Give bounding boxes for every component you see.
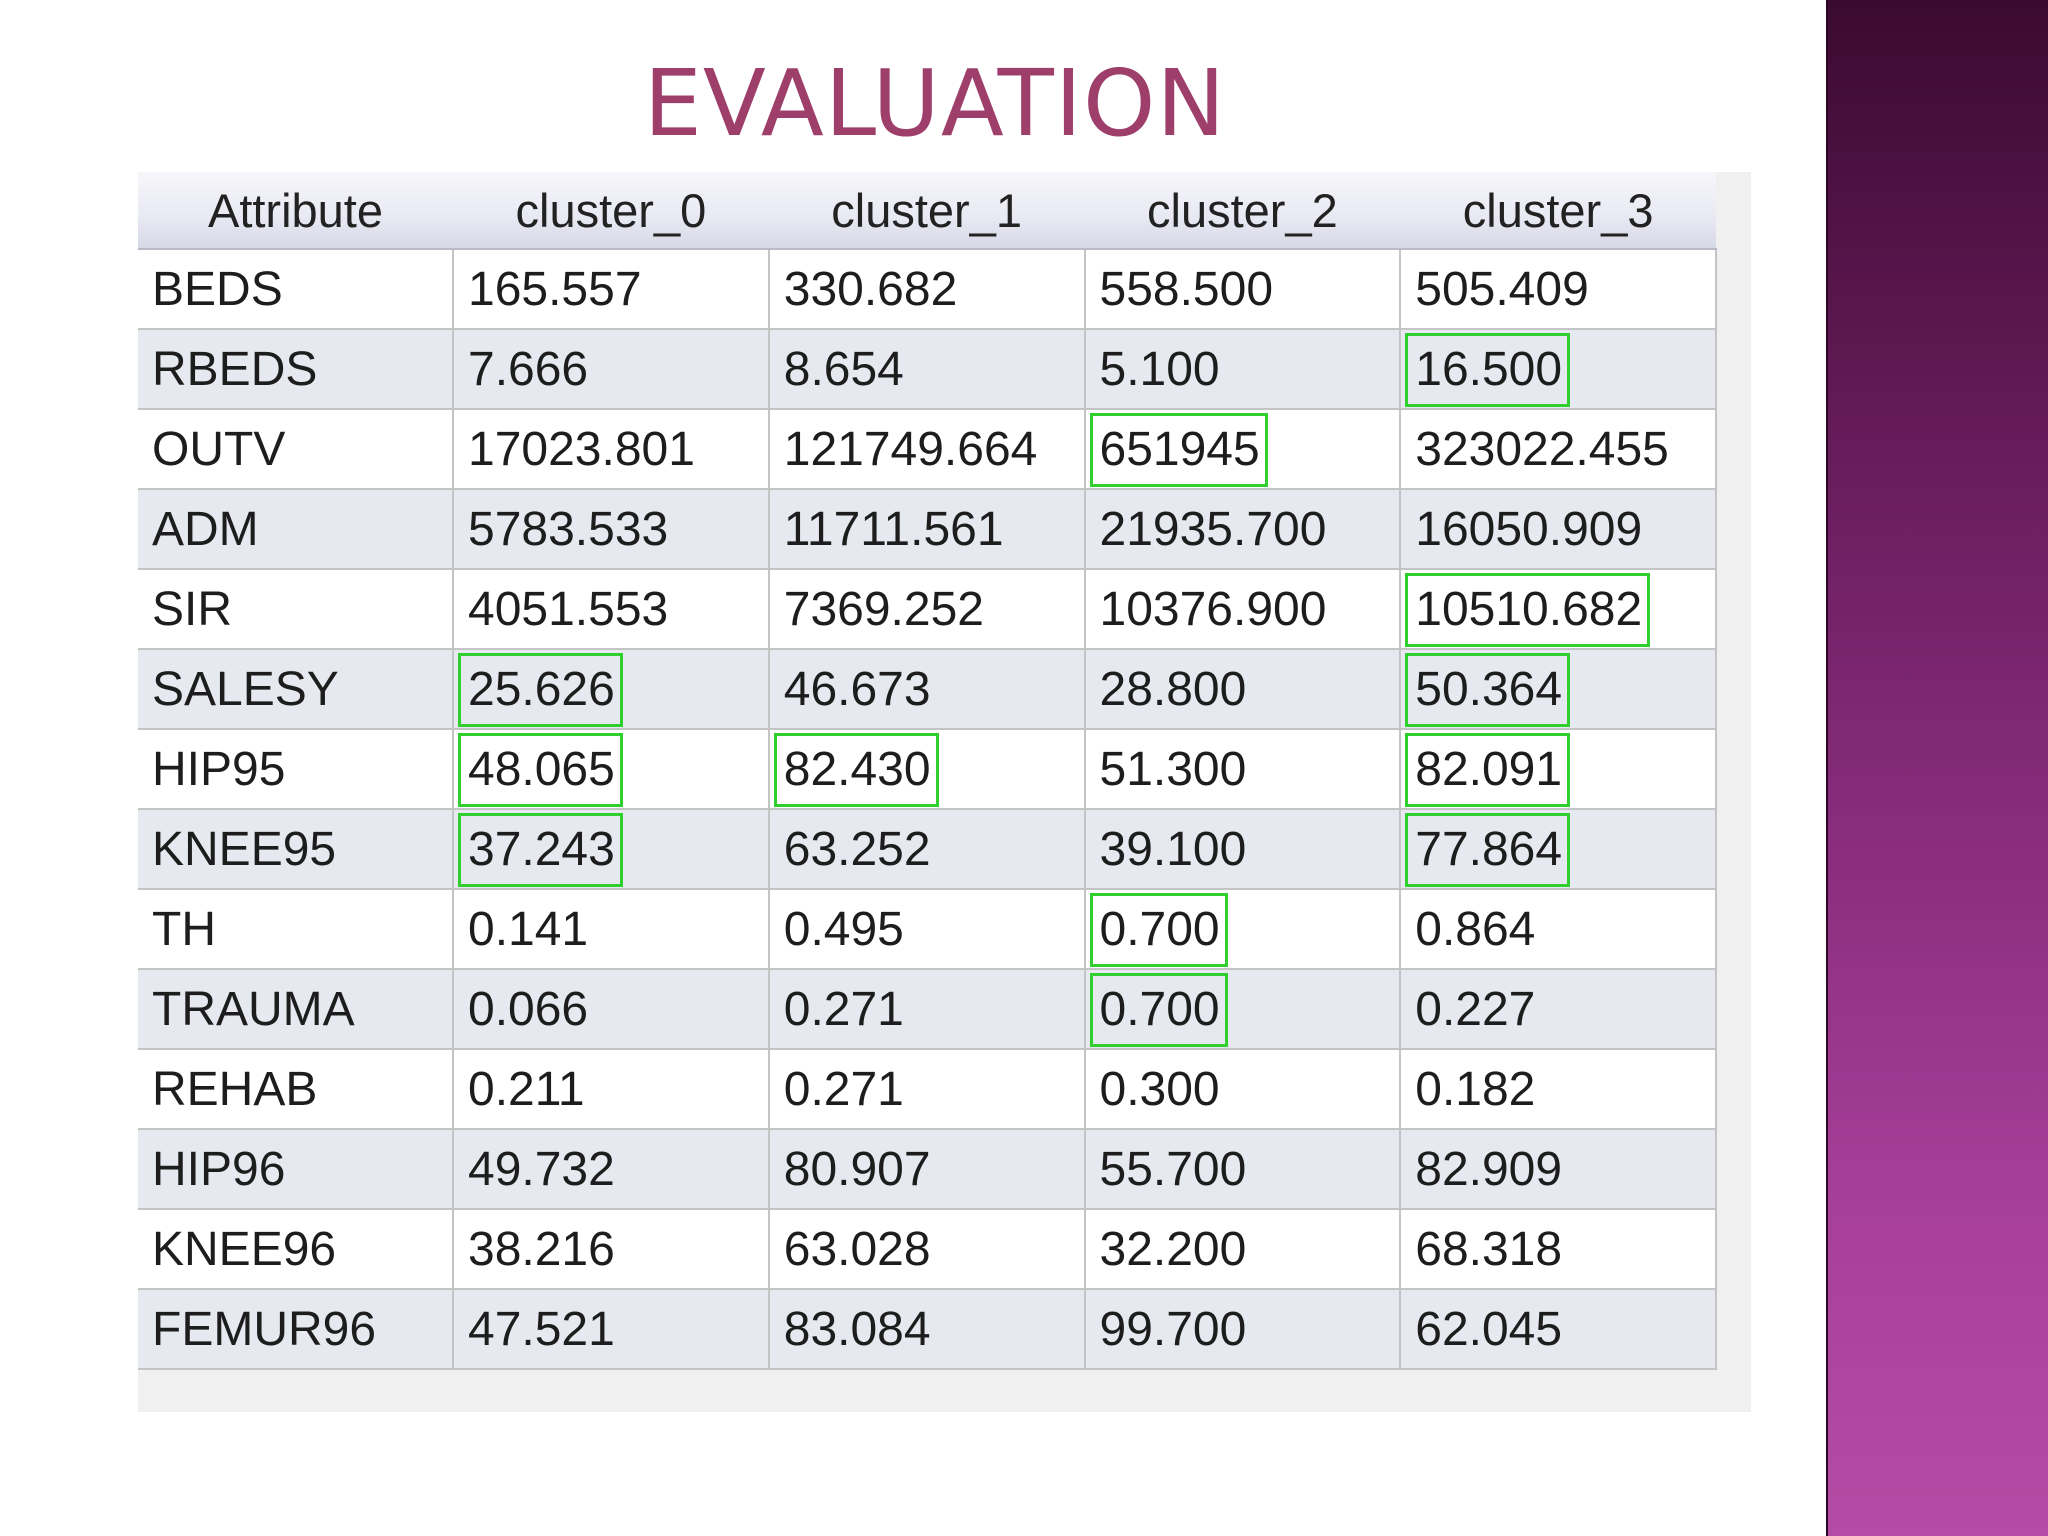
cluster-value-cell: 63.028 bbox=[768, 1209, 1086, 1290]
cluster-value-cell: 0.495 bbox=[768, 889, 1086, 970]
table-body: BEDS 165.557 330.682 558.500 505.409 RBEDS 7.6… bbox=[138, 249, 1717, 1370]
cluster-value-cell: 0.271 bbox=[768, 1049, 1086, 1130]
column-header-attribute: Attribute bbox=[138, 172, 453, 250]
cluster-value-cell: 0.271 bbox=[768, 969, 1086, 1050]
table-row: SALESY 25.626 46.673 28.800 50.364 bbox=[138, 649, 1717, 730]
attribute-name-cell: REHAB bbox=[138, 1049, 454, 1130]
cluster-value-cell: 16050.909 bbox=[1400, 489, 1717, 570]
cluster-value-cell: 7.666 bbox=[453, 329, 770, 410]
cluster-value-cell: 39.100 bbox=[1084, 809, 1402, 890]
cluster-value-cell: 165.557 bbox=[453, 249, 770, 330]
cluster-value-cell: 5783.533 bbox=[453, 489, 770, 570]
cluster-value-cell: 68.318 bbox=[1400, 1209, 1717, 1290]
cluster-value-cell: 50.364 bbox=[1400, 649, 1717, 730]
attribute-name-cell: SIR bbox=[138, 569, 454, 650]
cluster-value-cell: 7369.252 bbox=[768, 569, 1086, 650]
attribute-name-cell: HIP95 bbox=[138, 729, 454, 810]
attribute-name-cell: TH bbox=[138, 889, 454, 970]
table-row: ADM 5783.533 11711.561 21935.700 16050.909 bbox=[138, 489, 1717, 570]
cluster-value-cell: 47.521 bbox=[453, 1289, 770, 1370]
column-header-cluster-1: cluster_1 bbox=[768, 172, 1085, 250]
cluster-value-cell: 0.211 bbox=[453, 1049, 770, 1130]
table-row: TRAUMA 0.066 0.271 0.700 0.227 bbox=[138, 969, 1717, 1050]
cluster-value-cell: 16.500 bbox=[1400, 329, 1717, 410]
attribute-name-cell: BEDS bbox=[138, 249, 454, 330]
cluster-value-cell: 51.300 bbox=[1084, 729, 1402, 810]
cluster-value-cell: 121749.664 bbox=[768, 409, 1086, 490]
cluster-value-cell: 11711.561 bbox=[768, 489, 1086, 570]
table-row: BEDS 165.557 330.682 558.500 505.409 bbox=[138, 249, 1717, 330]
attribute-name-cell: KNEE95 bbox=[138, 809, 454, 890]
cluster-value-cell: 25.626 bbox=[453, 649, 770, 730]
cluster-value-cell: 10376.900 bbox=[1084, 569, 1402, 650]
cluster-value-cell: 37.243 bbox=[453, 809, 770, 890]
cluster-value-cell: 80.907 bbox=[768, 1129, 1086, 1210]
table-row: REHAB 0.211 0.271 0.300 0.182 bbox=[138, 1049, 1717, 1130]
attribute-name-cell: HIP96 bbox=[138, 1129, 454, 1210]
cluster-value-cell: 330.682 bbox=[768, 249, 1086, 330]
cluster-value-cell: 5.100 bbox=[1084, 329, 1402, 410]
cluster-value-cell: 10510.682 bbox=[1400, 569, 1717, 650]
cluster-value-cell: 99.700 bbox=[1084, 1289, 1402, 1370]
cluster-value-cell: 0.066 bbox=[453, 969, 770, 1050]
column-header-cluster-0: cluster_0 bbox=[453, 172, 769, 250]
attribute-name-cell: OUTV bbox=[138, 409, 454, 490]
cluster-value-cell: 4051.553 bbox=[453, 569, 770, 650]
cluster-value-cell: 651945 bbox=[1084, 409, 1402, 490]
cluster-value-cell: 28.800 bbox=[1084, 649, 1402, 730]
table-row: HIP95 48.065 82.430 51.300 82.091 bbox=[138, 729, 1717, 810]
table-header-row: Attribute cluster_0 cluster_1 cluster_2 … bbox=[138, 172, 1716, 250]
cluster-value-cell: 0.227 bbox=[1400, 969, 1717, 1050]
cluster-value-cell: 0.300 bbox=[1084, 1049, 1402, 1130]
cluster-value-cell: 0.700 bbox=[1084, 889, 1402, 970]
cluster-value-cell: 82.091 bbox=[1400, 729, 1717, 810]
table-row: SIR 4051.553 7369.252 10376.900 10510.682 bbox=[138, 569, 1717, 650]
cluster-value-cell: 8.654 bbox=[768, 329, 1086, 410]
table-row: RBEDS 7.666 8.654 5.100 16.500 bbox=[138, 329, 1717, 410]
cluster-value-cell: 62.045 bbox=[1400, 1289, 1717, 1370]
cluster-value-cell: 0.864 bbox=[1400, 889, 1717, 970]
cluster-value-cell: 77.864 bbox=[1400, 809, 1717, 890]
attribute-name-cell: SALESY bbox=[138, 649, 454, 730]
cluster-value-cell: 32.200 bbox=[1084, 1209, 1402, 1290]
slide-title: EVALUATION bbox=[643, 50, 1227, 157]
attribute-name-cell: TRAUMA bbox=[138, 969, 454, 1050]
cluster-value-cell: 48.065 bbox=[453, 729, 770, 810]
cluster-value-cell: 55.700 bbox=[1084, 1129, 1402, 1210]
cluster-value-cell: 323022.455 bbox=[1400, 409, 1717, 490]
table-row: FEMUR96 47.521 83.084 99.700 62.045 bbox=[138, 1289, 1717, 1370]
column-header-cluster-2: cluster_2 bbox=[1084, 172, 1401, 250]
cluster-value-cell: 83.084 bbox=[768, 1289, 1086, 1370]
table-row: TH 0.141 0.495 0.700 0.864 bbox=[138, 889, 1717, 970]
cluster-value-cell: 38.216 bbox=[453, 1209, 770, 1290]
cluster-value-cell: 558.500 bbox=[1084, 249, 1402, 330]
attribute-name-cell: RBEDS bbox=[138, 329, 454, 410]
cluster-value-cell: 0.182 bbox=[1400, 1049, 1717, 1130]
table-row: OUTV 17023.801 121749.664 651945 323022.455 bbox=[138, 409, 1717, 490]
cluster-value-cell: 0.700 bbox=[1084, 969, 1402, 1050]
cluster-value-cell: 0.141 bbox=[453, 889, 770, 970]
cluster-value-cell: 49.732 bbox=[453, 1129, 770, 1210]
table-frame: Attribute cluster_0 cluster_1 cluster_2 … bbox=[138, 172, 1751, 1412]
attribute-name-cell: FEMUR96 bbox=[138, 1289, 454, 1370]
cluster-value-cell: 46.673 bbox=[768, 649, 1086, 730]
cluster-centroid-table: Attribute cluster_0 cluster_1 cluster_2 … bbox=[138, 172, 1717, 1370]
cluster-value-cell: 63.252 bbox=[768, 809, 1086, 890]
table-row: KNEE96 38.216 63.028 32.200 68.318 bbox=[138, 1209, 1717, 1290]
attribute-name-cell: KNEE96 bbox=[138, 1209, 454, 1290]
decorative-side-band bbox=[1826, 0, 2048, 1536]
cluster-value-cell: 82.909 bbox=[1400, 1129, 1717, 1210]
table-row: HIP96 49.732 80.907 55.700 82.909 bbox=[138, 1129, 1717, 1210]
cluster-value-cell: 505.409 bbox=[1400, 249, 1717, 330]
cluster-value-cell: 82.430 bbox=[768, 729, 1086, 810]
attribute-name-cell: ADM bbox=[138, 489, 454, 570]
column-header-cluster-3: cluster_3 bbox=[1400, 172, 1716, 250]
table-row: KNEE95 37.243 63.252 39.100 77.864 bbox=[138, 809, 1717, 890]
cluster-value-cell: 17023.801 bbox=[453, 409, 770, 490]
cluster-value-cell: 21935.700 bbox=[1084, 489, 1402, 570]
